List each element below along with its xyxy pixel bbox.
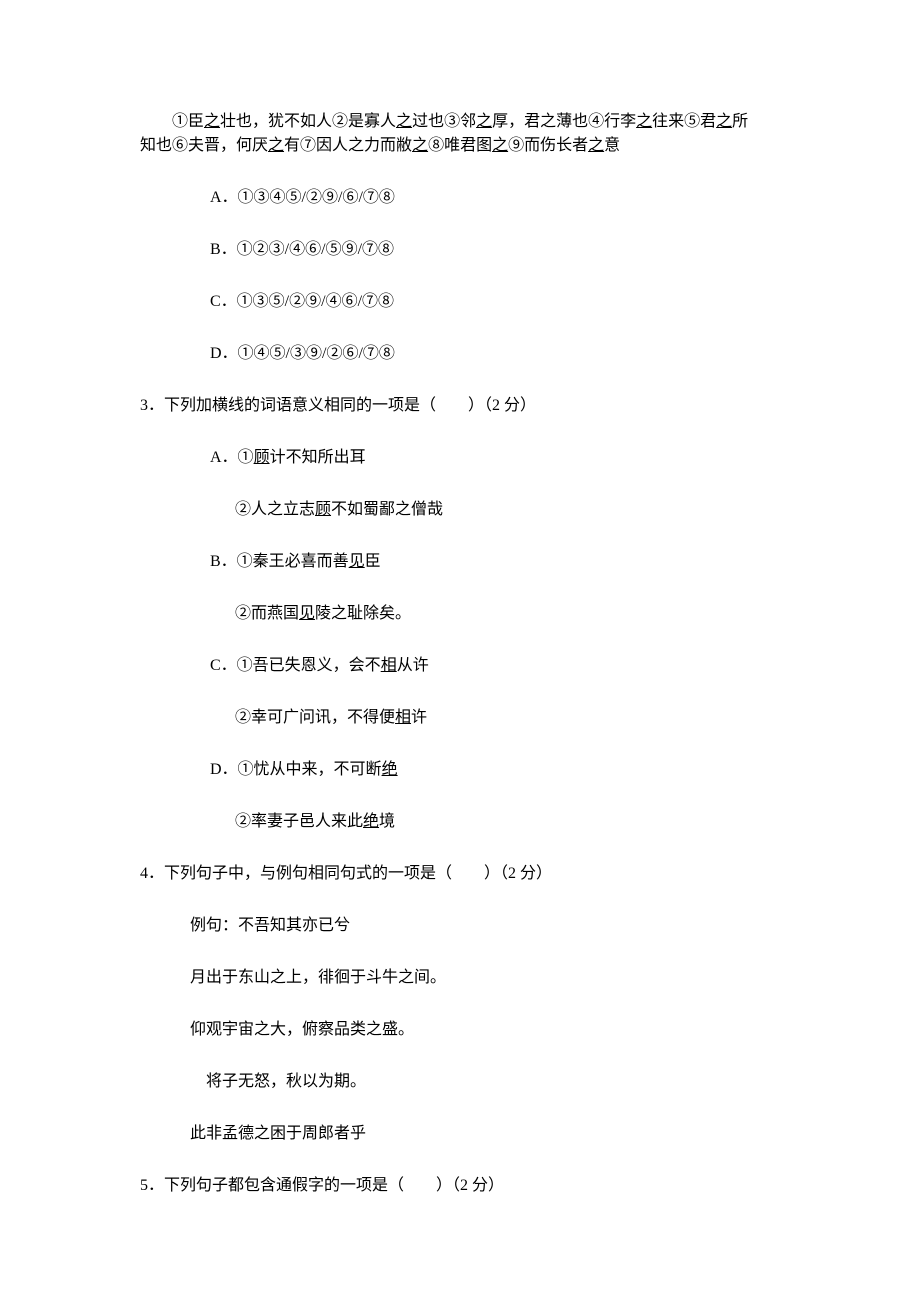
text: 许 <box>411 709 427 726</box>
underlined-char: 之 <box>412 137 428 154</box>
text: ②而燕国 <box>235 605 299 622</box>
underlined-char: 之 <box>636 113 652 130</box>
q3-option-a2: ②人之立志顾不如蜀鄙之僧哉 <box>235 498 780 522</box>
underlined-char: 之 <box>476 113 492 130</box>
q3-option-d1: D．①忧从中来，不可断绝 <box>210 758 780 782</box>
underlined-char: 相 <box>395 709 411 726</box>
text: 往来⑤君 <box>652 113 716 130</box>
option-d: D．①④⑤/③⑨/②⑥/⑦⑧ <box>210 342 780 366</box>
question-3: 3．下列加横线的词语意义相同的一项是（ ）（2 分） <box>140 394 780 418</box>
underlined-char: 绝 <box>382 761 398 778</box>
underlined-char: 之 <box>396 113 412 130</box>
text: 所 <box>732 113 748 130</box>
text: ⑧唯君图 <box>428 137 492 154</box>
q3-option-b1: B．①秦王必喜而善见臣 <box>210 550 780 574</box>
text: 从许 <box>397 657 429 674</box>
text: 意 <box>604 137 620 154</box>
text: A．① <box>210 449 254 466</box>
text: 过也③邻 <box>412 113 476 130</box>
text: D．①忧从中来，不可断 <box>210 761 382 778</box>
underlined-char: 见 <box>349 553 365 570</box>
text: 厚，君之薄也④行李 <box>492 113 636 130</box>
underlined-char: 之 <box>492 137 508 154</box>
text: ②率妻子邑人来此 <box>235 813 363 830</box>
text: ②人之立志 <box>235 501 315 518</box>
text: ⑨而伤长者 <box>508 137 588 154</box>
underlined-char: 见 <box>299 605 315 622</box>
underlined-char: 之 <box>268 137 284 154</box>
q4-line4: 此非孟德之困于周郎者乎 <box>190 1122 780 1146</box>
option-a: A．①③④⑤/②⑨/⑥/⑦⑧ <box>210 186 780 210</box>
q4-line3: 将子无怒，秋以为期。 <box>190 1070 780 1094</box>
underlined-char: 顾 <box>315 501 331 518</box>
underlined-char: 绝 <box>363 813 379 830</box>
text: 境 <box>379 813 395 830</box>
text: ②幸可广问讯，不得便 <box>235 709 395 726</box>
underlined-char: 相 <box>381 657 397 674</box>
underlined-char: 之 <box>716 113 732 130</box>
text: 计不知所出耳 <box>270 449 366 466</box>
question-5: 5．下列句子都包含通假字的一项是（ ）（2 分） <box>140 1174 780 1198</box>
option-b: B．①②③/④⑥/⑤⑨/⑦⑧ <box>210 238 780 262</box>
text: 有⑦因人之力而敝 <box>284 137 412 154</box>
text: ①臣 <box>172 113 204 130</box>
q4-line2: 仰观宇宙之大，俯察品类之盛。 <box>190 1018 780 1042</box>
q3-option-b2: ②而燕国见陵之耻除矣。 <box>235 602 780 626</box>
text: B．①秦王必喜而善 <box>210 553 349 570</box>
q3-option-a1: A．①顾计不知所出耳 <box>210 446 780 470</box>
q3-option-d2: ②率妻子邑人来此绝境 <box>235 810 780 834</box>
text: 臣 <box>365 553 381 570</box>
q3-option-c2: ②幸可广问讯，不得便相许 <box>235 706 780 730</box>
document-page: ①臣之壮也，犹不如人②是寡人之过也③邻之厚，君之薄也④行李之往来⑤君之所 知也⑥… <box>0 0 920 1286</box>
q4-line1: 月出于东山之上，徘徊于斗牛之间。 <box>190 966 780 990</box>
underlined-char: 之 <box>588 137 604 154</box>
text: 知也⑥夫晋，何厌 <box>140 137 268 154</box>
question-4: 4．下列句子中，与例句相同句式的一项是（ ）（2 分） <box>140 862 780 886</box>
option-c: C．①③⑤/②⑨/④⑥/⑦⑧ <box>210 290 780 314</box>
text: C．①吾已失恩义，会不 <box>210 657 381 674</box>
text: 壮也，犹不如人②是寡人 <box>220 113 396 130</box>
text: 陵之耻除矣。 <box>315 605 411 622</box>
q3-option-c1: C．①吾已失恩义，会不相从许 <box>210 654 780 678</box>
intro-paragraph: ①臣之壮也，犹不如人②是寡人之过也③邻之厚，君之薄也④行李之往来⑤君之所 知也⑥… <box>140 110 780 158</box>
underlined-char: 之 <box>204 113 220 130</box>
q4-example: 例句：不吾知其亦已兮 <box>190 914 780 938</box>
underlined-char: 顾 <box>254 449 270 466</box>
text: 不如蜀鄙之僧哉 <box>331 501 443 518</box>
